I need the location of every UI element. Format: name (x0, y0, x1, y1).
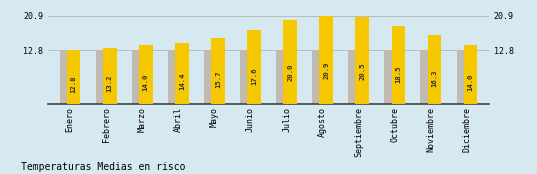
Text: Temperaturas Medias en risco: Temperaturas Medias en risco (21, 162, 186, 172)
Bar (240, 50, 253, 104)
Bar (211, 38, 225, 104)
Text: 12.8: 12.8 (70, 75, 77, 93)
Bar (204, 50, 217, 104)
Bar (349, 50, 362, 104)
Text: 20.5: 20.5 (359, 63, 365, 80)
Text: 20.0: 20.0 (287, 63, 293, 81)
Text: 16.3: 16.3 (432, 69, 438, 87)
Bar (175, 43, 188, 104)
Text: 14.0: 14.0 (468, 73, 474, 91)
Text: 17.6: 17.6 (251, 67, 257, 85)
Bar (391, 26, 405, 104)
Text: 14.0: 14.0 (143, 73, 149, 91)
Bar (60, 50, 73, 104)
Bar (464, 45, 477, 104)
Bar (139, 45, 153, 104)
Bar (247, 30, 261, 104)
Bar (168, 50, 182, 104)
Bar (456, 50, 470, 104)
Bar (420, 50, 434, 104)
Bar (427, 35, 441, 104)
Bar (103, 48, 117, 104)
Text: 13.2: 13.2 (107, 74, 113, 92)
Bar (276, 50, 290, 104)
Bar (96, 50, 110, 104)
Bar (132, 50, 146, 104)
Bar (355, 17, 369, 104)
Text: 18.5: 18.5 (395, 66, 402, 83)
Text: 15.7: 15.7 (215, 70, 221, 88)
Bar (284, 19, 297, 104)
Bar (384, 50, 398, 104)
Bar (312, 50, 326, 104)
Bar (67, 50, 81, 104)
Text: 20.9: 20.9 (323, 62, 329, 80)
Text: 14.4: 14.4 (179, 72, 185, 90)
Bar (320, 16, 333, 104)
